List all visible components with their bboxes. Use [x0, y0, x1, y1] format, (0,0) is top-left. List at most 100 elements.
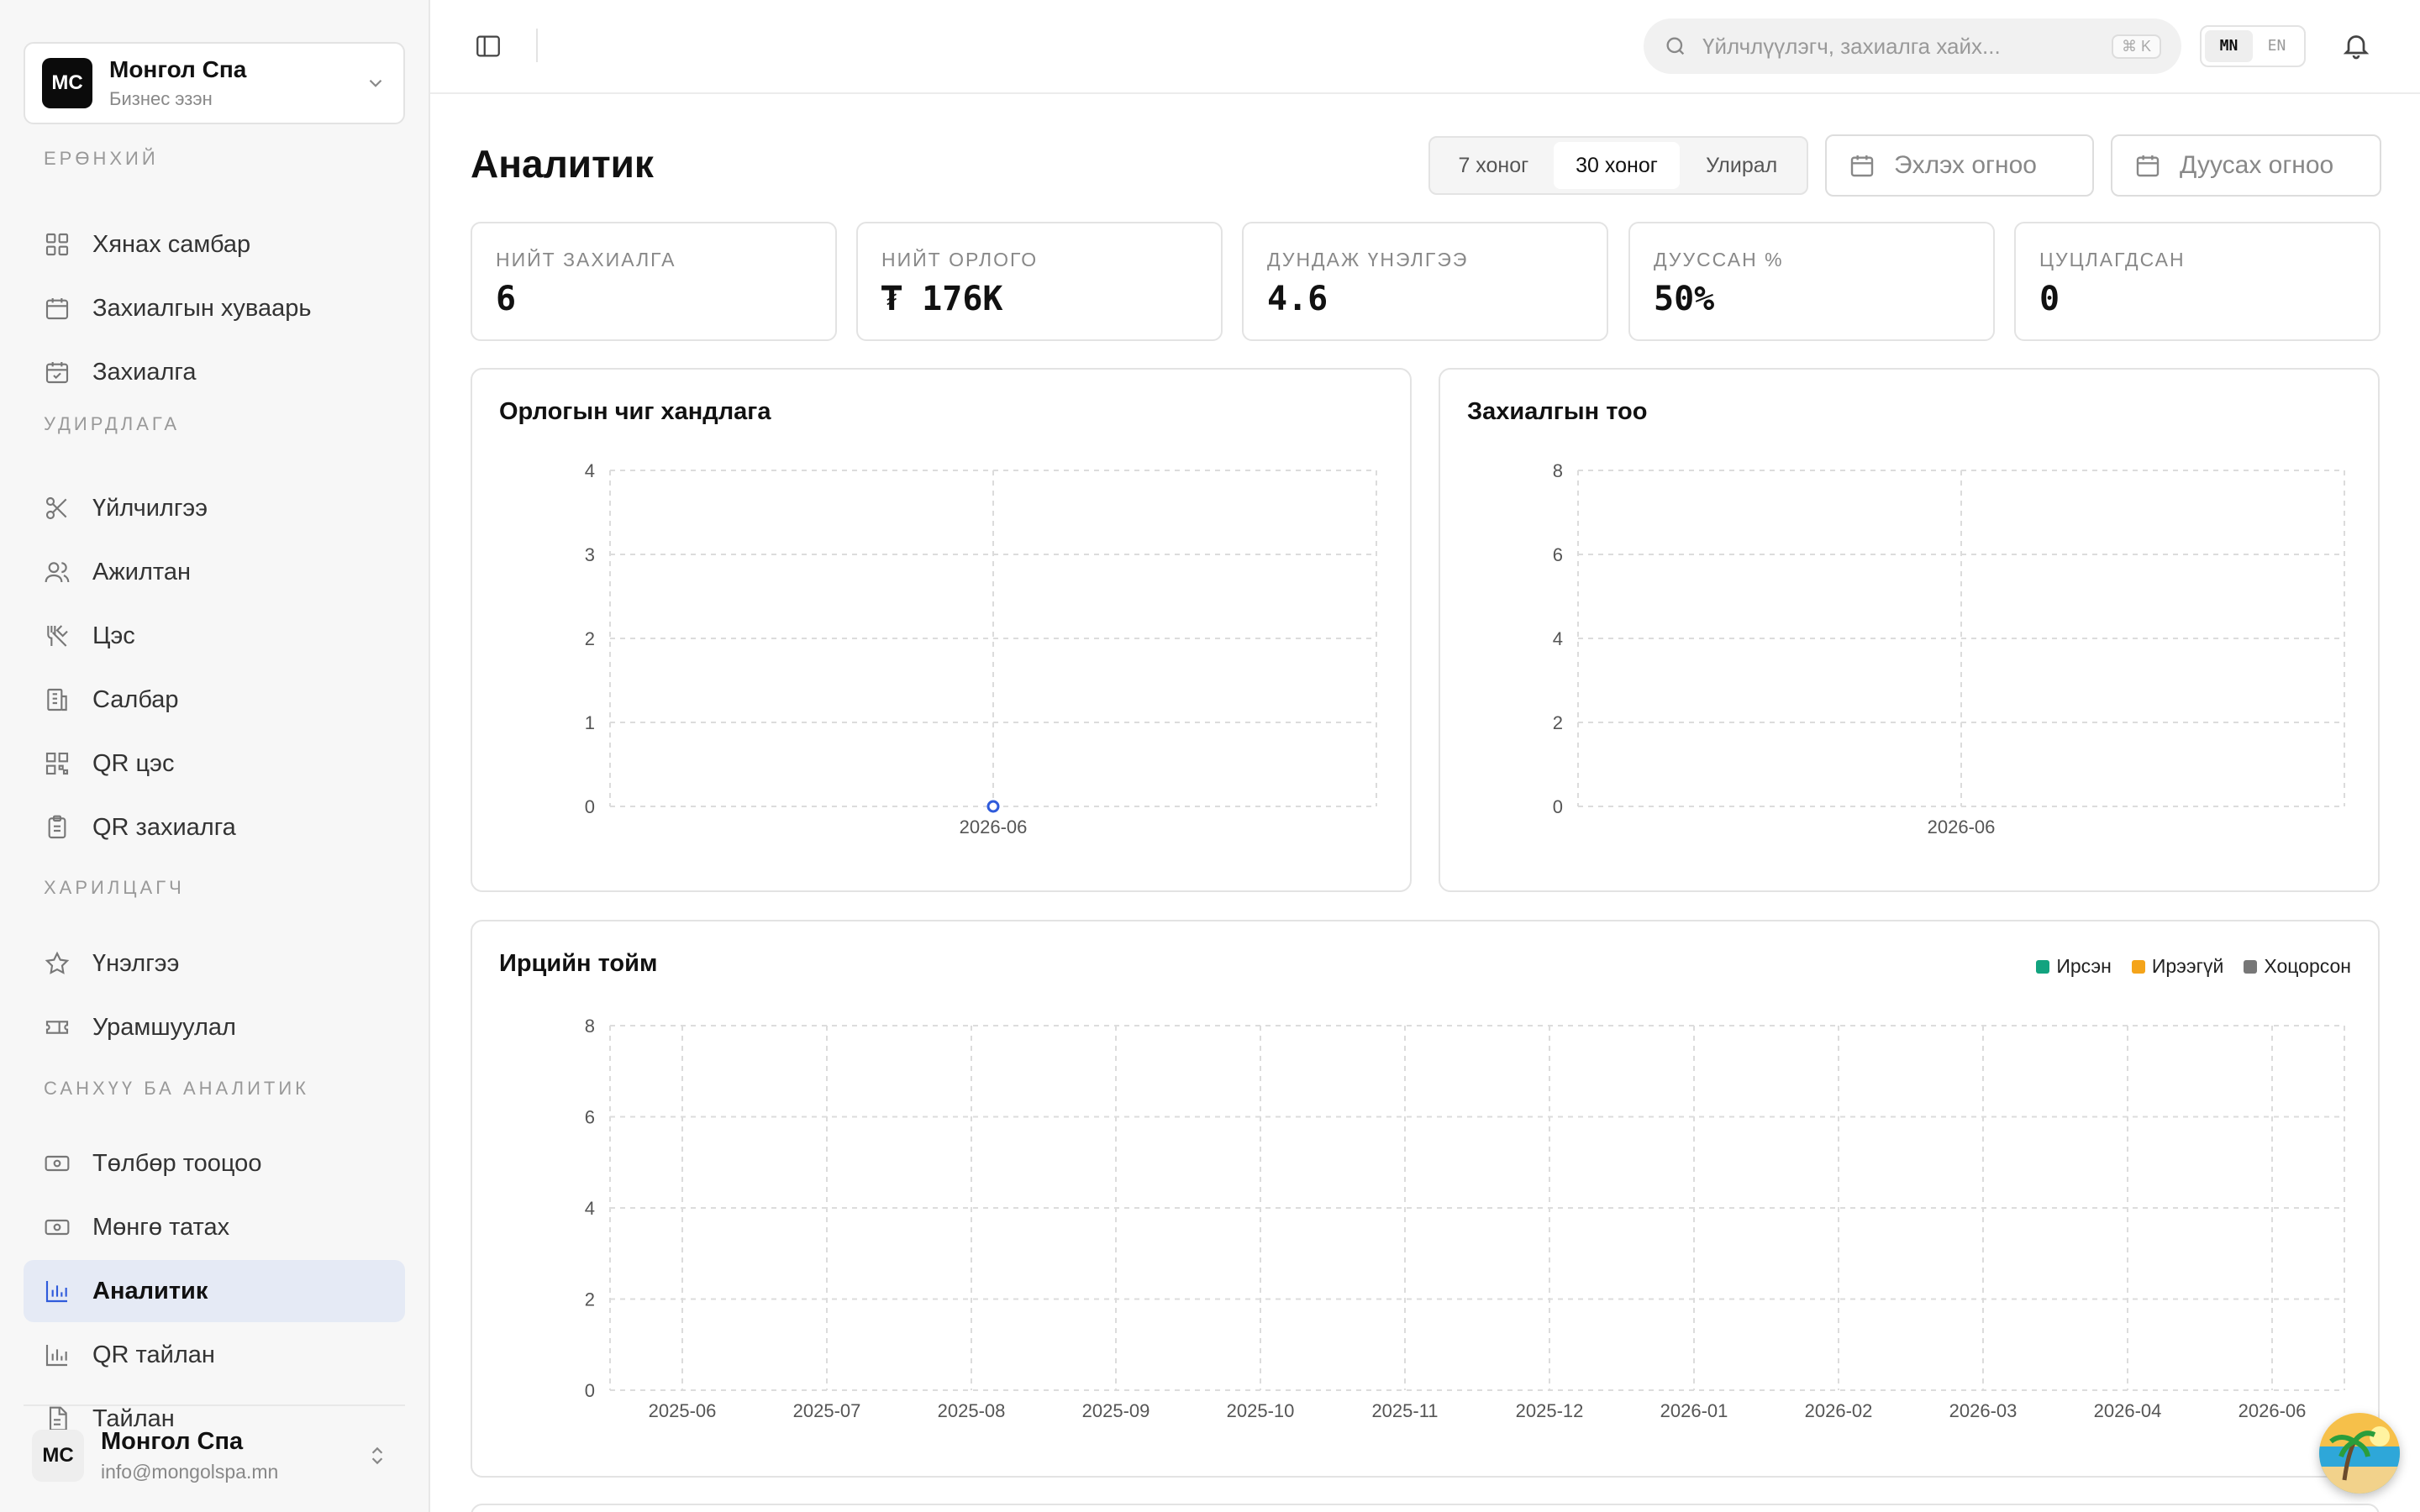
y-tick-label: 3 — [585, 544, 595, 565]
stat-total-revenue: НИЙТ ОРЛОГО ₮ 176K — [856, 222, 1223, 341]
y-tick-label: 2 — [585, 628, 595, 649]
y-tick-label: 6 — [585, 1107, 595, 1128]
booking-count-card: 0 2 4 6 8 2026-06 Захиалгын тоо — [1439, 368, 2380, 892]
sidebar-item-label: Үнэлгээ — [92, 949, 180, 977]
calendar-check-icon — [45, 362, 69, 384]
sidebar-item[interactable]: Урамшуулал — [24, 996, 405, 1058]
sidebar-item[interactable]: Захиалгын хуваарь — [24, 277, 405, 339]
users-icon — [45, 562, 70, 583]
y-tick-label: 4 — [585, 1198, 595, 1219]
y-tick-label: 8 — [585, 1016, 595, 1037]
qr-icon — [45, 752, 69, 775]
end-date-picker[interactable]: Дуусах огноо — [2111, 134, 2381, 197]
search-icon — [1666, 37, 1685, 55]
legend-item-arrived: Ирсэн — [2036, 955, 2112, 978]
chart-legend: Ирсэн Ирээгүй Хоцорсон — [2016, 955, 2351, 978]
sidebar-item-label: Захиалга — [92, 358, 197, 386]
clipboard-icon — [48, 815, 66, 839]
card-title: Орлогын чиг хандлага — [499, 398, 771, 425]
sidebar-item[interactable]: Мөнгө татах — [24, 1196, 405, 1258]
sidebar-item[interactable]: QR тайлан — [24, 1324, 405, 1386]
y-tick-label: 0 — [585, 796, 595, 817]
stat-cancelled: ЦУЦЛАГДСАН 0 — [2014, 222, 2381, 341]
business-avatar: MC — [42, 58, 92, 108]
language-switch[interactable]: MN EN — [2200, 25, 2306, 67]
sidebar-item[interactable]: Аналитик — [24, 1260, 405, 1322]
range-quarter[interactable]: Улирал — [1706, 154, 1778, 177]
lang-en[interactable]: EN — [2267, 37, 2286, 55]
bar-chart-icon — [45, 1345, 67, 1367]
range-7-days[interactable]: 7 хоног — [1458, 154, 1529, 177]
start-date-picker[interactable]: Эхлэх огноо — [1825, 134, 2094, 197]
stat-average-rating: ДУНДАЖ ҮНЭЛГЭЭ 4.6 — [1242, 222, 1608, 341]
sidebar-item-label: QR тайлан — [92, 1341, 215, 1368]
sidebar-section-title: Удирдлага — [44, 413, 181, 434]
sidebar-item[interactable]: Төлбөр тооцоо — [24, 1132, 405, 1194]
sidebar-item-label: Мөнгө татах — [92, 1213, 230, 1241]
range-30-days[interactable]: 30 хоног — [1553, 142, 1681, 189]
sidebar-item-label: Тайлан — [92, 1404, 175, 1432]
user-email: info@mongolspa.mn — [101, 1461, 279, 1483]
end-date-label: Дуусах огноо — [2180, 151, 2334, 179]
stat-value: ₮ 176K — [881, 280, 1003, 318]
x-tick-label: 2026-06 — [960, 816, 1028, 837]
attendance-chart: 0 2 4 6 8 2025-06 2025-07 2025-08 2025-09 2025-10… — [585, 1016, 2345, 1421]
banknote-icon — [45, 1219, 70, 1236]
y-tick-label: 6 — [1553, 544, 1563, 565]
business-switcher[interactable]: MC Монгол Спа Бизнес эзэн — [24, 42, 405, 124]
sidebar-item[interactable]: Үнэлгээ — [24, 932, 405, 995]
stat-label: ДУУССАН % — [1654, 249, 1784, 270]
sidebar-item[interactable]: QR захиалга — [24, 796, 405, 858]
bar-chart-icon — [45, 1281, 67, 1303]
search-input[interactable]: Үйлчлүүлэгч, захиалга хайх... ⌘ K — [1644, 18, 2181, 74]
x-tick-label: 2026-06 — [1928, 816, 1996, 837]
y-tick-label: 4 — [1553, 628, 1563, 649]
stat-label: НИЙТ ЗАХИАЛГА — [496, 249, 676, 270]
x-tick-label: 2026-02 — [1805, 1400, 1873, 1421]
search-placeholder: Үйлчлүүлэгч, захиалга хайх... — [1702, 33, 2001, 59]
user-name: Монгол Спа — [101, 1428, 244, 1455]
x-tick-label: 2026-03 — [1949, 1400, 2018, 1421]
y-tick-label: 0 — [585, 1380, 595, 1401]
sidebar-toggle-icon[interactable] — [474, 32, 502, 60]
x-tick-label: 2025-12 — [1516, 1400, 1584, 1421]
sidebar-section-title: Харилцагч — [44, 877, 185, 898]
x-tick-label: 2026-01 — [1660, 1400, 1728, 1421]
stat-total-bookings: НИЙТ ЗАХИАЛГА 6 — [471, 222, 837, 341]
y-tick-label: 8 — [1553, 460, 1563, 481]
y-tick-label: 0 — [1553, 796, 1563, 817]
x-tick-label: 2025-07 — [793, 1400, 861, 1421]
stat-value: 0 — [2039, 280, 2060, 318]
sidebar-item[interactable]: QR цэс — [24, 732, 405, 795]
bell-icon[interactable] — [2341, 30, 2371, 60]
scissors-icon — [45, 496, 67, 520]
sidebar-item[interactable]: Хянах самбар — [24, 213, 405, 276]
legend-item-late: Хоцорсон — [2244, 955, 2351, 978]
ticket-icon — [45, 1021, 69, 1034]
user-menu[interactable]: MC Монгол Спа info@mongolspa.mn — [24, 1404, 405, 1505]
x-tick-label: 2025-09 — [1082, 1400, 1150, 1421]
stat-label: ДУНДАЖ ҮНЭЛГЭЭ — [1267, 249, 1469, 270]
sidebar-item[interactable]: Салбар — [24, 669, 405, 731]
x-tick-label: 2025-10 — [1227, 1400, 1295, 1421]
sidebar-item-label: Ажилтан — [92, 558, 191, 585]
sidebar-item-label: Төлбөр тооцоо — [92, 1149, 262, 1177]
page-title: Аналитик — [471, 142, 654, 186]
lang-mn[interactable]: MN — [2205, 30, 2253, 62]
star-icon — [45, 951, 70, 974]
sidebar-item-label: Хянах самбар — [92, 230, 251, 258]
business-name: Монгол Спа — [109, 56, 247, 82]
sidebar-item[interactable]: Захиалга — [24, 341, 405, 403]
y-tick-label: 2 — [585, 1289, 595, 1310]
sidebar-item-label: QR цэс — [92, 749, 175, 777]
y-tick-label: 1 — [585, 712, 595, 733]
divider — [536, 29, 538, 62]
assistant-button[interactable] — [2319, 1413, 2400, 1494]
start-date-label: Эхлэх огноо — [1894, 151, 2037, 179]
stat-label: НИЙТ ОРЛОГО — [881, 249, 1039, 270]
data-point[interactable] — [986, 800, 1000, 813]
sidebar-item[interactable]: Тайлан — [24, 1388, 405, 1450]
sidebar-item[interactable]: Цэс — [24, 605, 405, 667]
sidebar-item[interactable]: Ажилтан — [24, 541, 405, 603]
sidebar-item[interactable]: Үйлчилгээ — [24, 477, 405, 539]
